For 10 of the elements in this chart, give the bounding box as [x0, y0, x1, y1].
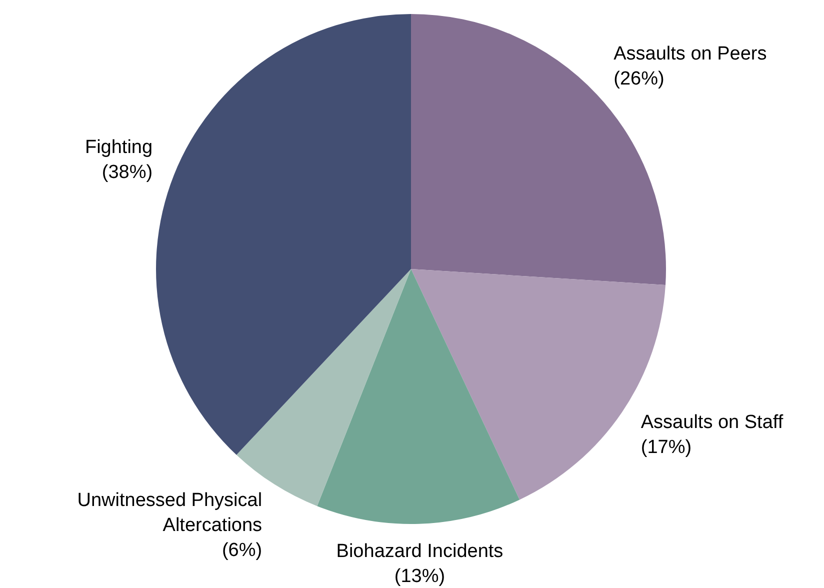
slice-label: Fighting: [84, 136, 153, 158]
slice-label: Unwitnessed Physical Altercations: [77, 490, 262, 536]
data-label: (6%): [222, 540, 262, 562]
slice-label: Biohazard Incidents: [336, 541, 504, 562]
data-label: (26%): [614, 68, 664, 90]
slice-label: Assaults on Staff: [640, 412, 784, 433]
slice-label: Assaults on Peers: [614, 43, 767, 64]
data-label: (13%): [394, 566, 446, 588]
data-label: (38%): [102, 162, 153, 183]
data-label: (17%): [640, 436, 692, 458]
